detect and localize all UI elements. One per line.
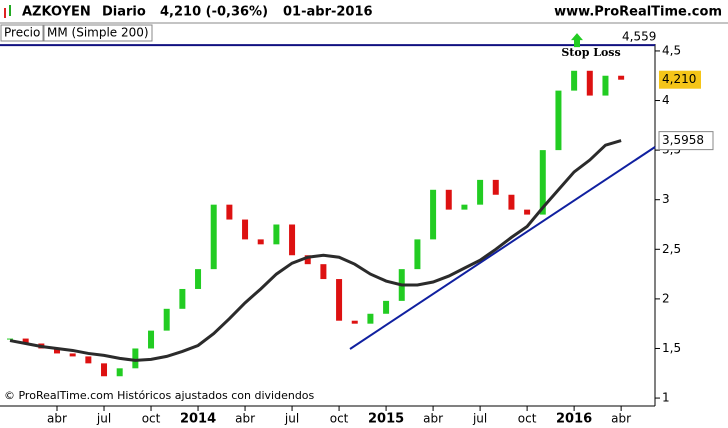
candle [539, 150, 546, 215]
stop-loss-value: 4,559 [622, 30, 656, 44]
y-tick-label: 1 [662, 391, 670, 405]
candle [163, 308, 170, 331]
candle [257, 239, 264, 245]
candle [445, 189, 452, 210]
legend-box [0, 24, 44, 42]
candle [351, 320, 358, 324]
candle [586, 70, 593, 96]
candle [618, 75, 625, 80]
date: 01-abr-2016 [283, 5, 373, 20]
quote: 4,210 (-0,36%) [160, 5, 268, 20]
period: Diario [102, 5, 146, 20]
legend-label: Precio [4, 26, 40, 40]
candle [273, 224, 280, 245]
candle [226, 204, 233, 220]
candle [132, 348, 139, 369]
x-tick-label: jul [284, 412, 299, 426]
x-tick-label: abr [611, 412, 631, 426]
ma-tag-label: 3,5958 [662, 133, 704, 147]
x-tick-label: abr [423, 412, 443, 426]
legend-box [43, 24, 153, 42]
candle [555, 90, 562, 151]
y-tick-label: 3 [662, 192, 670, 206]
candle [571, 70, 578, 91]
candle [148, 330, 155, 349]
price-tag [659, 70, 701, 89]
x-tick-label: abr [235, 412, 255, 426]
candle [430, 189, 437, 240]
x-tick-label: oct [518, 412, 537, 426]
moving-average [9, 139, 622, 362]
candle [492, 179, 499, 195]
candle [602, 75, 609, 96]
y-tick-label: 4,5 [662, 43, 681, 57]
candle [383, 300, 390, 314]
x-tick-label: oct [142, 412, 161, 426]
candle [414, 239, 421, 270]
candle [101, 363, 108, 377]
candle [336, 279, 343, 321]
candle [195, 269, 202, 289]
candle [210, 204, 217, 270]
candle [69, 353, 76, 357]
x-tick-label: 2014 [180, 412, 216, 427]
x-tick-label: 2015 [368, 412, 404, 427]
candle [304, 255, 311, 265]
candle [179, 288, 186, 309]
candle [508, 194, 515, 210]
x-tick-label: jul [472, 412, 487, 426]
trend-line [349, 146, 656, 350]
y-tick-label: 1,5 [662, 341, 681, 355]
ma-tag [658, 131, 714, 151]
candle [116, 368, 123, 377]
candle [289, 224, 296, 256]
candle [85, 356, 92, 364]
candle [320, 264, 327, 280]
site: www.ProRealTime.com [554, 5, 722, 20]
x-tick-label: 2016 [556, 412, 592, 427]
candle [367, 313, 374, 324]
stop-loss-arrow [571, 33, 583, 48]
candle [477, 179, 484, 205]
candle [524, 209, 531, 215]
y-tick-label: 4 [662, 93, 670, 107]
x-tick-label: oct [330, 412, 349, 426]
y-tick-label: 2,5 [662, 242, 681, 256]
footer: © ProRealTime.com Históricos ajustados c… [4, 389, 315, 402]
candle [54, 348, 61, 354]
legend-label: MM (Simple 200) [47, 26, 149, 40]
x-tick-label: jul [96, 412, 111, 426]
candle [461, 204, 468, 210]
candle [7, 338, 13, 340]
candle [22, 338, 29, 344]
price-tag-label: 4,210 [662, 72, 696, 86]
candle [242, 219, 249, 240]
x-tick-label: abr [47, 412, 67, 426]
symbol: AZKOYEN [22, 5, 91, 20]
y-tick-label: 2 [662, 291, 670, 305]
stop-loss-text: Stop Loss [561, 46, 620, 59]
